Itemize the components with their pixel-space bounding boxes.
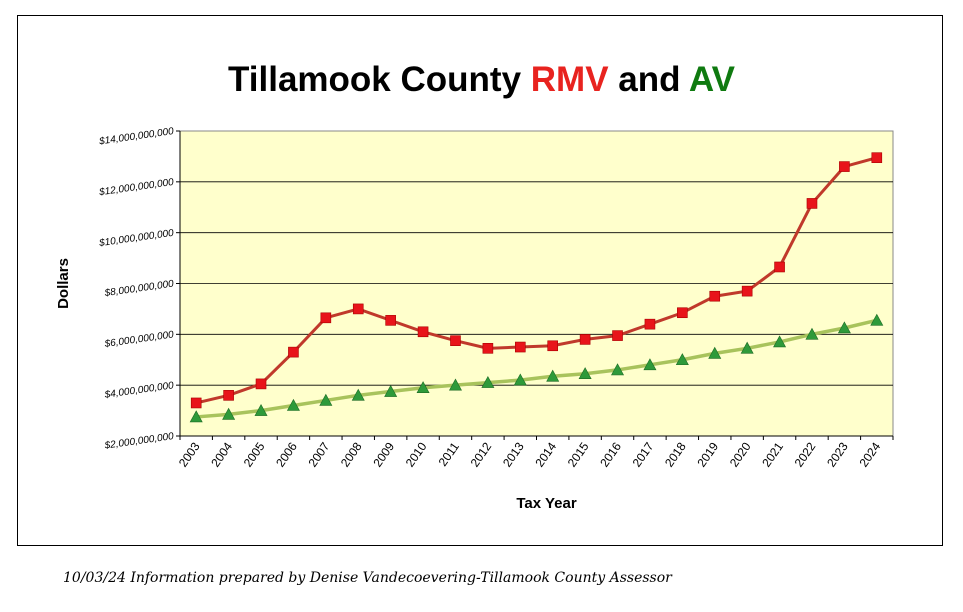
title-prefix: Tillamook County [228,60,531,99]
data-point-rmv [871,152,883,163]
footer-note: 10/03/24 Information prepared by Denise … [63,570,672,586]
x-tick-label: 2013 [500,439,527,469]
x-tick-label: 2018 [662,439,689,469]
data-point-rmv [709,290,721,302]
x-tick-label: 2010 [403,439,430,469]
gridlines [176,130,893,437]
data-point-rmv [514,341,526,353]
title-middle: and [608,60,689,99]
data-point-av [578,367,592,380]
x-tick-label: 2022 [792,439,819,469]
data-point-rmv [385,315,396,326]
data-point-rmv [482,343,494,354]
data-point-av [675,353,689,366]
y-tick-label: $12,000,000,000 [98,177,175,199]
chart-title: Tillamook County RMV and AV [0,60,963,100]
data-point-av [189,410,203,423]
data-point-rmv [547,340,559,352]
x-axis-label: Tax Year [516,495,576,512]
x-tick-label: 2008 [338,439,365,469]
data-point-rmv [644,318,656,330]
x-tick-label: 2012 [468,439,495,469]
data-point-av [546,369,560,382]
data-point-av [708,346,722,359]
data-point-av [837,321,851,334]
data-point-rmv [352,303,364,315]
y-tick-label: $14,000,000,000 [98,126,175,148]
data-point-rmv [612,330,623,341]
data-point-rmv [741,285,753,297]
y-tick-label: $2,000,000,000 [103,431,175,452]
data-point-av [870,313,884,326]
data-point-av [351,388,365,401]
data-point-rmv [288,346,299,358]
data-point-rmv [190,397,202,409]
y-axis-label: Dollars [55,258,72,309]
data-point-av [319,393,333,406]
x-tick-label: 2017 [630,439,657,469]
data-point-av [643,358,657,371]
data-point-rmv [677,307,688,319]
data-point-av [222,407,236,420]
data-point-av [805,327,819,340]
data-point-rmv [839,161,850,172]
data-point-av [384,384,398,397]
data-point-rmv [320,312,332,324]
data-point-rmv [774,261,785,273]
x-tick-label: 2016 [597,439,624,469]
series-group [189,152,884,423]
x-tick-label: 2021 [759,439,786,469]
x-tick-label: 2011 [436,439,462,468]
x-tick-label: 2009 [370,439,397,469]
x-tick-label: 2020 [727,439,754,469]
x-tick-label: 2015 [565,439,592,469]
x-tick-label: 2003 [176,439,203,469]
y-tick-label: $4,000,000,000 [103,380,175,401]
y-tick-label: $6,000,000,000 [103,329,175,350]
series-line-rmv [195,156,878,405]
axes [179,131,894,440]
data-point-rmv [223,390,234,401]
y-tick-label: $10,000,000,000 [98,228,175,250]
x-tick-label: 2024 [856,439,883,469]
series-rmv [190,152,883,409]
data-point-av [254,403,268,416]
data-point-rmv [450,335,461,346]
data-point-av [448,378,462,391]
x-tick-label: 2019 [694,439,721,469]
x-tick-label: 2004 [208,439,235,469]
series-av [189,313,884,423]
x-tick-label: 2007 [306,439,333,469]
x-tick-label: 2006 [273,439,300,469]
data-point-av [611,363,625,376]
series-line-av [196,318,878,419]
data-point-av [773,335,787,348]
y-tick-label: $8,000,000,000 [103,279,175,300]
data-point-av [513,373,527,386]
title-rmv: RMV [530,60,609,99]
x-tick-labels: 2003 2004 2005 2006 2007 2008 2009 2010 2011 2012… [176,439,884,469]
title-av: AV [688,60,735,99]
data-point-rmv [806,198,818,209]
y-tick-labels: $2,000,000,000 $4,000,000,000 $6,000,000,0… [98,126,175,452]
x-tick-label: 2005 [241,439,268,469]
data-point-av [481,375,495,388]
x-tick-label: 2014 [532,439,559,469]
x-tick-label: 2023 [824,439,851,469]
data-point-av [416,381,430,394]
data-point-rmv [255,378,267,390]
data-point-av [286,398,300,411]
data-point-av [740,341,754,354]
data-point-rmv [417,326,429,338]
data-point-rmv [579,334,591,345]
